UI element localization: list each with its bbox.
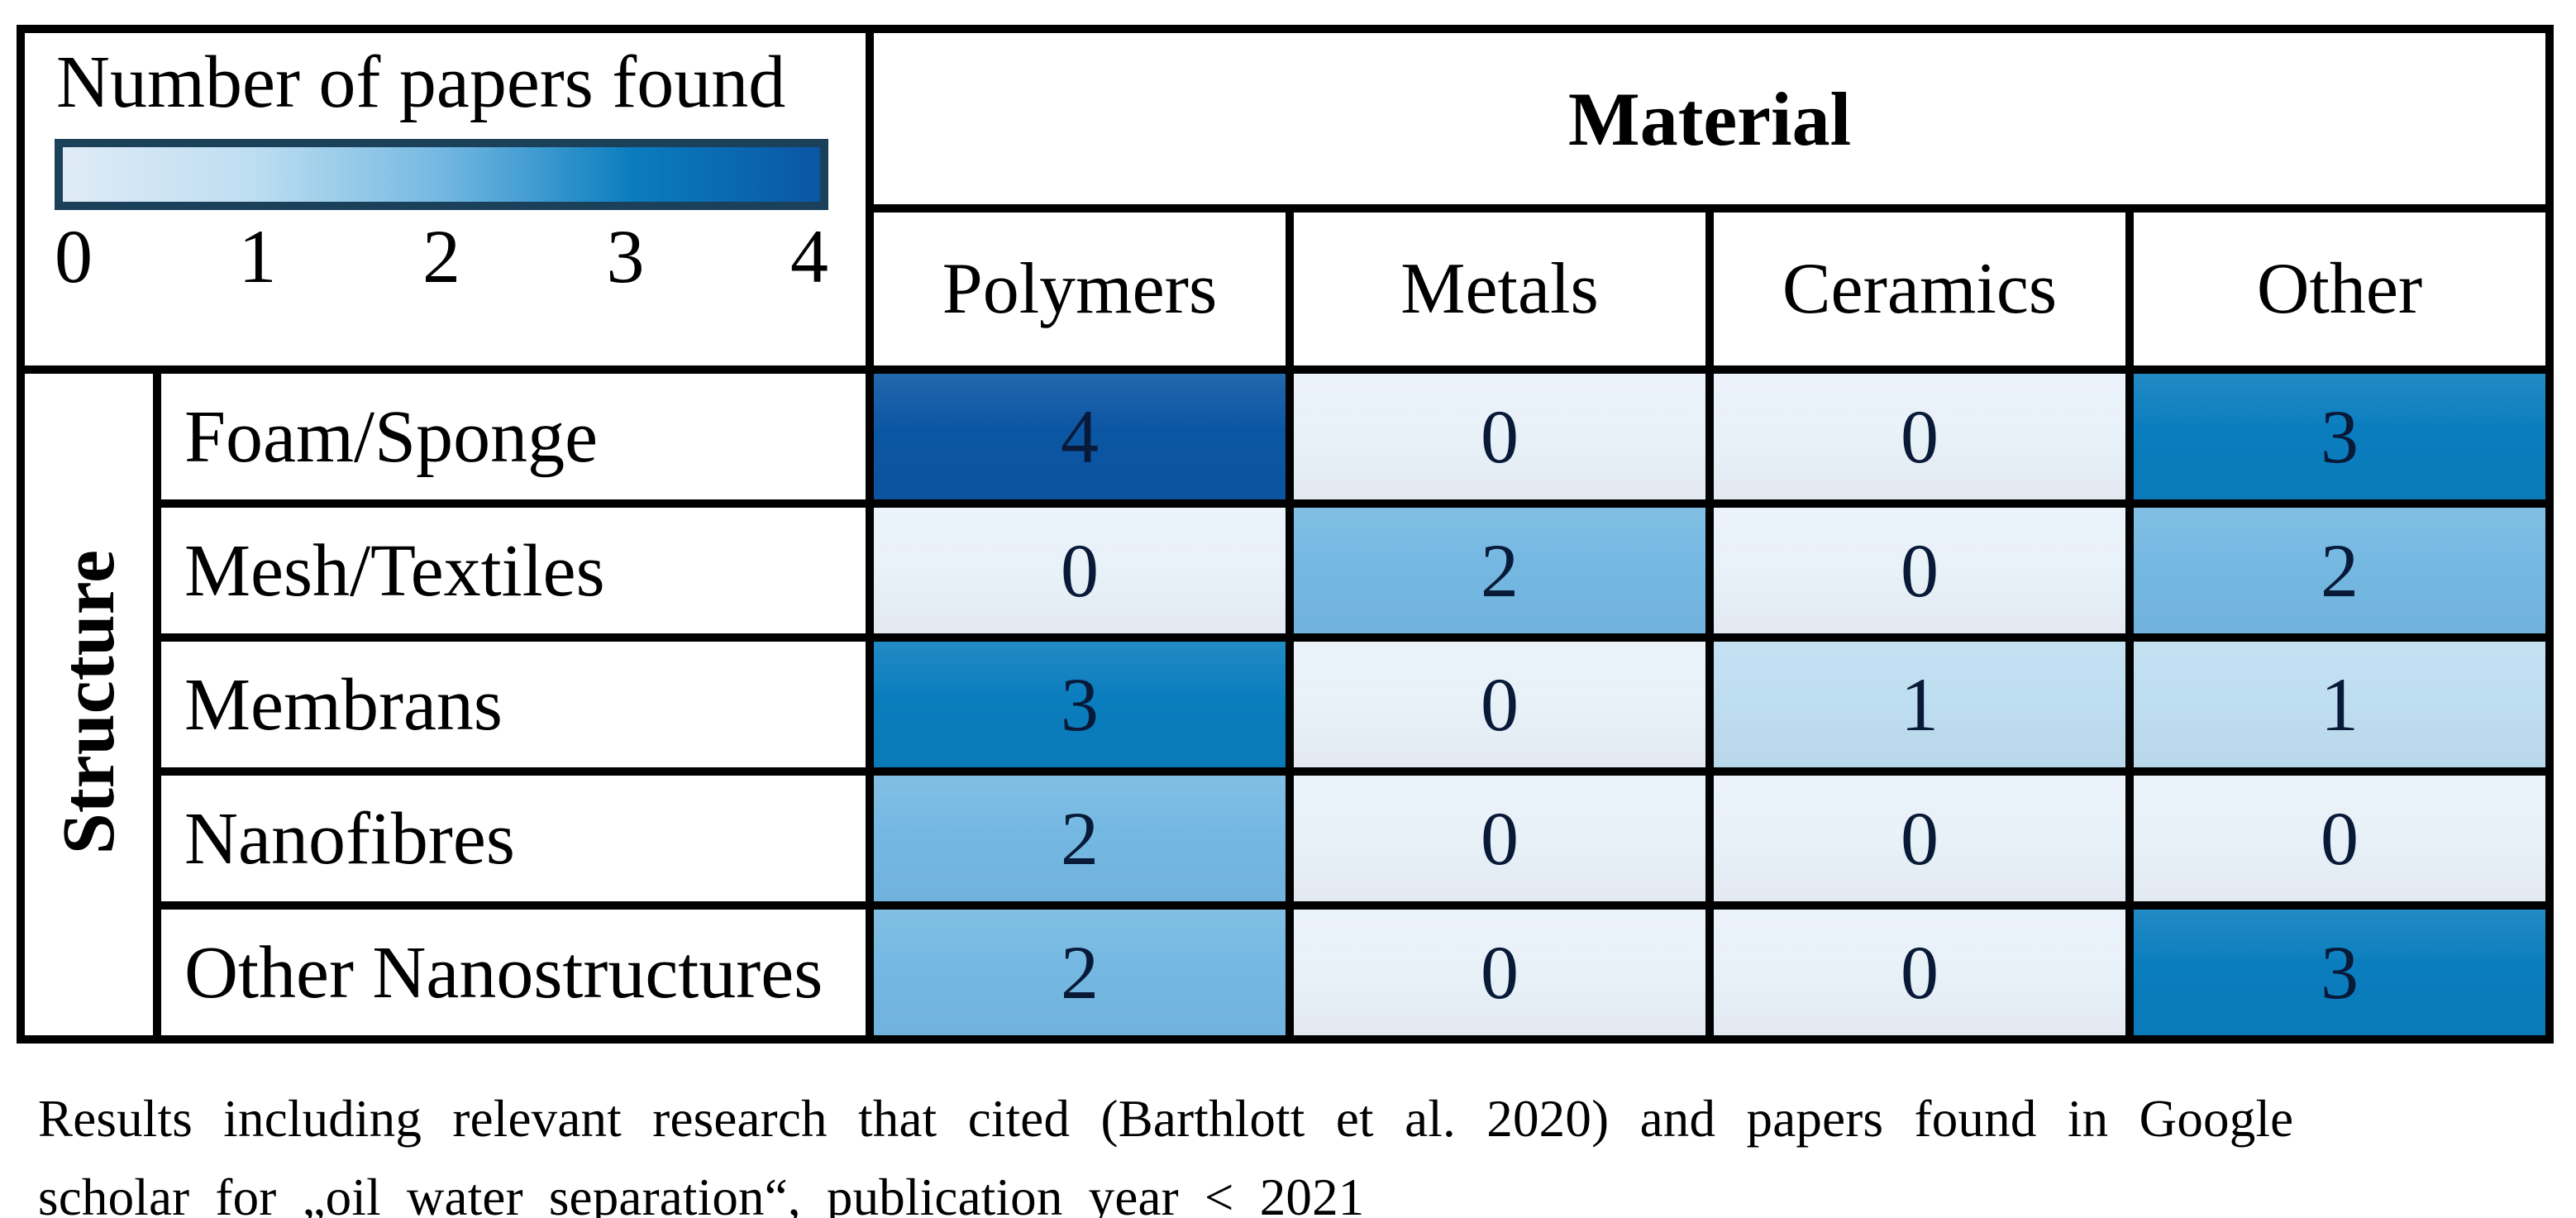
cell-nanofibres-metals: 0	[1286, 767, 1714, 910]
cell-nanofibres-polymers: 2	[866, 767, 1294, 910]
figure-caption: Results including relevant research that…	[38, 1080, 2369, 1218]
column-header-other: Other	[2125, 204, 2555, 374]
caption-line-1: Results including relevant research that…	[38, 1090, 2294, 1148]
row-label-foam-sponge: Foam/Sponge	[153, 365, 874, 508]
cell-membrans-ceramics: 1	[1705, 633, 2134, 776]
cell-other-nanostructures-metals: 0	[1286, 901, 1714, 1044]
cell-membrans-other: 1	[2125, 633, 2555, 776]
structure-axis-title: Structure	[17, 365, 161, 1044]
row-label-mesh-textiles: Mesh/Textiles	[153, 499, 874, 642]
colorbar-tick-3: 3	[606, 213, 645, 299]
table-row-foam-sponge: Structure Foam/Sponge 4 0 0 3	[17, 365, 2555, 1044]
cell-nanofibres-ceramics: 0	[1705, 767, 2134, 910]
cell-other-nanostructures-other: 3	[2125, 901, 2555, 1044]
caption-line-2: scholar for „oil water separation“, publ…	[38, 1168, 1365, 1218]
column-header-metals: Metals	[1286, 204, 1714, 374]
cell-other-nanostructures-ceramics: 0	[1705, 901, 2134, 1044]
row-label-other-nanostructures: Other Nanostructures	[153, 901, 874, 1044]
table-row-nanofibres: Nanofibres 2 0 0 0	[21, 767, 2555, 910]
row-label-nanofibres: Nanofibres	[153, 767, 874, 910]
cell-foam-sponge-other: 3	[2125, 365, 2555, 508]
column-header-ceramics: Ceramics	[1705, 204, 2134, 374]
cell-other-nanostructures-polymers: 2	[866, 901, 1294, 1044]
table-row-other-nanostructures: Other Nanostructures 2 0 0 3	[21, 901, 2555, 1044]
cell-foam-sponge-metals: 0	[1286, 365, 1714, 508]
material-axis-title: Material	[865, 25, 2555, 213]
cell-foam-sponge-polymers: 4	[866, 365, 1294, 508]
cell-mesh-textiles-polymers: 0	[866, 499, 1294, 642]
colorbar-ticks: 0 1 2 3 4	[55, 213, 828, 299]
legend-title: Number of papers found	[56, 41, 786, 123]
colorbar-tick-1: 1	[238, 213, 277, 299]
cell-mesh-textiles-ceramics: 0	[1705, 499, 2134, 642]
cell-nanofibres-other: 0	[2125, 767, 2555, 910]
colorbar-tick-2: 2	[422, 213, 460, 299]
column-header-row: Polymers Metals Ceramics Other	[21, 204, 2555, 374]
colorbar-legend: Number of papers found 0 1 2 3 4	[17, 25, 874, 374]
table-row-mesh-textiles: Mesh/Textiles 0 2 0 2	[21, 499, 2555, 642]
cell-foam-sponge-ceramics: 0	[1705, 365, 2134, 508]
colorbar-gradient	[55, 138, 828, 210]
table-row-membrans: Membrans 3 0 1 1	[21, 633, 2555, 776]
cell-membrans-polymers: 3	[866, 633, 1294, 776]
cell-membrans-metals: 0	[1286, 633, 1714, 776]
colorbar-tick-4: 4	[790, 213, 828, 299]
row-label-membrans: Membrans	[153, 633, 874, 776]
cell-mesh-textiles-other: 2	[2125, 499, 2555, 642]
column-header-polymers: Polymers	[866, 204, 1294, 374]
colorbar-tick-0: 0	[55, 213, 93, 299]
structure-axis-title-text: Structure	[48, 550, 130, 855]
cell-mesh-textiles-metals: 2	[1286, 499, 1714, 642]
